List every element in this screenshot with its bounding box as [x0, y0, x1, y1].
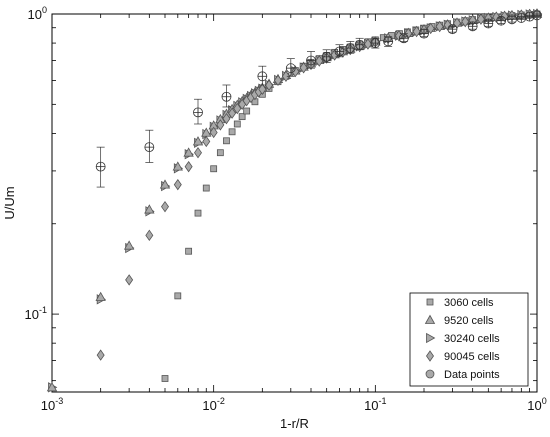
- data-point: [426, 22, 435, 35]
- data-point: [185, 247, 193, 255]
- data-point: [174, 292, 182, 300]
- data-point: [95, 161, 106, 172]
- legend-label-9520: 9520 cells: [444, 315, 494, 327]
- data-point: [443, 19, 452, 31]
- data-point: [532, 10, 542, 21]
- y-axis-label: U/Um: [2, 186, 17, 219]
- data-point: [192, 136, 204, 146]
- data-point: [370, 38, 381, 48]
- data-point: [243, 107, 251, 115]
- axis-ticks: 10-3 10-2 10-1 100 10-1 100: [25, 5, 547, 413]
- data-point: [299, 62, 308, 74]
- data-point: [46, 382, 58, 392]
- data-point: [202, 135, 211, 148]
- data-point: [483, 18, 494, 29]
- data-point: [210, 165, 218, 173]
- data-point: [193, 107, 203, 118]
- data-point: [233, 120, 241, 128]
- series-data-points: [95, 10, 542, 188]
- data-point: [398, 33, 409, 44]
- data-point: [285, 63, 296, 74]
- data-point: [412, 25, 421, 38]
- data-point: [183, 147, 194, 157]
- data-point: [257, 71, 268, 82]
- legend-marker-square: [426, 298, 434, 306]
- data-point: [144, 204, 155, 214]
- data-point: [125, 274, 134, 286]
- data-point: [492, 11, 501, 23]
- legend-marker-circle: [425, 369, 435, 379]
- data-point: [172, 161, 183, 171]
- data-point: [363, 38, 372, 50]
- data-point: [461, 15, 470, 28]
- legend-markers: [424, 298, 436, 379]
- legend-label-3060: 3060 cells: [444, 297, 494, 309]
- legend-marker-diamond: [426, 350, 434, 362]
- x-tick-label: 10-3: [41, 396, 63, 413]
- data-point: [334, 46, 345, 57]
- data-point: [274, 74, 282, 87]
- data-point: [123, 240, 135, 250]
- y-tick-label: 10-1: [25, 305, 47, 322]
- data-point: [467, 21, 478, 32]
- series-90045-cells: [96, 8, 541, 361]
- legend-label-90045: 90045 cells: [444, 351, 500, 363]
- data-point: [161, 200, 169, 213]
- data-point: [159, 179, 171, 189]
- data-point: [95, 291, 106, 301]
- data-point: [500, 10, 509, 23]
- x-tick-label: 10-1: [364, 396, 386, 413]
- data-point: [184, 160, 193, 173]
- data-point: [507, 14, 517, 25]
- data-point: [194, 146, 202, 159]
- x-tick-label: 10-2: [202, 396, 224, 413]
- data-point: [202, 184, 210, 192]
- data-point: [221, 91, 232, 102]
- data-point: [496, 15, 507, 26]
- data-point: [306, 55, 316, 66]
- legend: 3060 cells 9520 cells 30240 cells 90045 …: [409, 292, 529, 387]
- data-point: [173, 178, 182, 191]
- data-point: [258, 83, 267, 96]
- data-point: [228, 128, 236, 136]
- data-point: [476, 13, 485, 25]
- data-point: [194, 209, 202, 217]
- data-point: [291, 65, 300, 78]
- data-point: [383, 36, 394, 47]
- data-point: [265, 79, 274, 91]
- data-point: [330, 49, 339, 61]
- data-point: [209, 126, 218, 139]
- legend-marker-triangle-up: [424, 314, 436, 324]
- data-point: [216, 119, 225, 131]
- legend-marker-triangle-right: [426, 332, 436, 344]
- data-point: [345, 43, 356, 53]
- x-tick-label: 100: [527, 396, 546, 413]
- data-point: [223, 137, 230, 145]
- data-point: [96, 349, 105, 361]
- data-point: [321, 51, 332, 62]
- data-point: [228, 107, 237, 119]
- data-point: [233, 102, 242, 115]
- legend-label-30240: 30240 cells: [444, 333, 500, 345]
- data-point: [145, 229, 154, 242]
- data-point: [238, 113, 246, 121]
- legend-label-data-points: Data points: [444, 369, 500, 381]
- data-point: [222, 112, 231, 125]
- x-axis-label: 1-r/R: [280, 416, 309, 431]
- data-point: [315, 55, 324, 67]
- data-point: [161, 375, 169, 382]
- data-point: [435, 20, 444, 33]
- data-point: [516, 13, 527, 23]
- y-tick-label: 100: [28, 5, 47, 22]
- data-point: [144, 142, 155, 153]
- data-point: [281, 70, 290, 82]
- data-point: [354, 39, 365, 50]
- data-point: [216, 149, 224, 157]
- data-point: [419, 28, 429, 39]
- data-point: [447, 24, 458, 35]
- series-layer: [46, 8, 543, 393]
